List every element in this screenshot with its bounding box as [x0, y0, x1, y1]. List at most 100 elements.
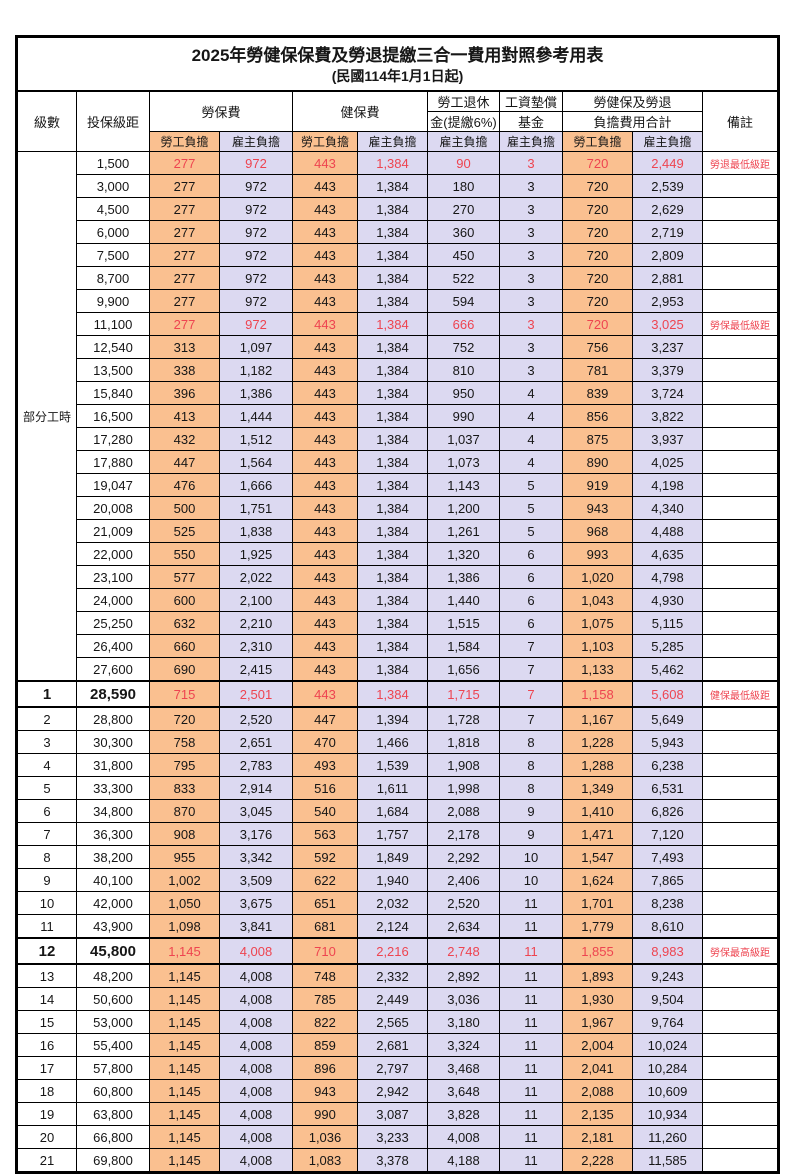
bracket-cell: 15,840 — [76, 381, 150, 405]
pension-employer-cell: 1,037 — [427, 427, 500, 451]
remark-cell — [702, 1148, 779, 1173]
total-employee-cell: 2,135 — [562, 1102, 633, 1126]
total-employer-cell: 5,649 — [632, 706, 703, 731]
total-employer-cell: 10,284 — [632, 1056, 703, 1080]
remark-cell — [702, 519, 779, 543]
health-insurance-employee-cell: 443 — [292, 312, 358, 336]
labor-insurance-employer-cell: 3,045 — [219, 799, 293, 823]
labor-insurance-employee-cell: 1,145 — [149, 937, 220, 965]
total-employer-cell: 6,826 — [632, 799, 703, 823]
total-employer-cell: 2,539 — [632, 174, 703, 198]
remark-cell — [702, 381, 779, 405]
wage-fund-employer-cell: 6 — [499, 565, 563, 589]
labor-insurance-employee-cell: 1,002 — [149, 868, 220, 892]
labor-insurance-employer-cell: 972 — [219, 243, 293, 267]
pension-employer-cell: 1,728 — [427, 706, 500, 731]
table-row: 17 57,800 1,145 4,008 896 2,797 3,468 11 2,041 10… — [16, 1056, 779, 1080]
total-employer-cell: 3,379 — [632, 358, 703, 382]
table-row: 16,500 413 1,444 443 1,384 990 4 856 3,822 — [17, 404, 779, 428]
remark-cell — [702, 799, 779, 823]
table-row: 16 55,400 1,145 4,008 859 2,681 3,324 11 2,004 10… — [16, 1033, 779, 1057]
table-row: 9 40,100 1,002 3,509 622 1,940 2,406 10 1,624 7,8… — [16, 868, 779, 892]
bracket-cell: 21,009 — [76, 519, 150, 543]
health-insurance-employee-cell: 443 — [292, 174, 358, 198]
health-insurance-employer-cell: 2,216 — [357, 937, 428, 965]
remark-cell: 健保最低級距 — [702, 680, 779, 708]
total-employer-cell: 6,238 — [632, 753, 703, 777]
wage-fund-employer-cell: 3 — [499, 174, 563, 198]
wage-fund-employer-cell: 9 — [499, 822, 563, 846]
col-header-bracket: 投保級距 — [76, 90, 150, 152]
bracket-cell: 12,540 — [76, 335, 150, 359]
total-employee-cell: 839 — [562, 381, 633, 405]
pension-employer-cell: 1,200 — [427, 496, 500, 520]
remark-cell — [702, 963, 779, 988]
subheader-hi-employee: 勞工負擔 — [292, 131, 358, 152]
bracket-cell: 16,500 — [76, 404, 150, 428]
pension-employer-cell: 2,178 — [427, 822, 500, 846]
bracket-cell: 53,000 — [76, 1010, 150, 1034]
level-cell: 16 — [16, 1033, 77, 1057]
total-employer-cell: 7,120 — [632, 822, 703, 846]
health-insurance-employee-cell: 443 — [292, 680, 358, 708]
bracket-cell: 17,280 — [76, 427, 150, 451]
labor-insurance-employer-cell: 4,008 — [219, 1148, 293, 1173]
total-employer-cell: 5,943 — [632, 730, 703, 754]
table-body: 部分工時 1,500 277 972 443 1,384 90 3 720 2,449 勞退最低級距… — [16, 151, 779, 1173]
health-insurance-employer-cell: 1,384 — [357, 220, 428, 244]
bracket-cell: 8,700 — [76, 266, 150, 290]
table-row: 24,000 600 2,100 443 1,384 1,440 6 1,043 4,930 — [17, 588, 779, 612]
labor-insurance-employer-cell: 4,008 — [219, 1010, 293, 1034]
pension-employer-cell: 3,468 — [427, 1056, 500, 1080]
labor-insurance-employer-cell: 1,751 — [219, 496, 293, 520]
health-insurance-employee-cell: 443 — [292, 358, 358, 382]
bracket-cell: 7,500 — [76, 243, 150, 267]
bracket-cell: 6,000 — [76, 220, 150, 244]
total-employer-cell: 5,462 — [632, 657, 703, 682]
table-row: 20,008 500 1,751 443 1,384 1,200 5 943 4,340 — [17, 496, 779, 520]
pension-employer-cell: 1,715 — [427, 680, 500, 708]
labor-insurance-employee-cell: 795 — [149, 753, 220, 777]
health-insurance-employer-cell: 1,384 — [357, 565, 428, 589]
subheader-fund-employer: 雇主負擔 — [499, 131, 563, 152]
labor-insurance-employer-cell: 4,008 — [219, 987, 293, 1011]
col-header-wage-fund-line1: 工資墊償 — [499, 90, 563, 112]
labor-insurance-employee-cell: 1,145 — [149, 1010, 220, 1034]
labor-insurance-employee-cell: 833 — [149, 776, 220, 800]
total-employee-cell: 890 — [562, 450, 633, 474]
table-row: 1 28,590 715 2,501 443 1,384 1,715 7 1,158 5,608 健… — [16, 680, 779, 708]
wage-fund-employer-cell: 11 — [499, 1033, 563, 1057]
labor-insurance-employer-cell: 4,008 — [219, 1079, 293, 1103]
labor-insurance-employee-cell: 1,145 — [149, 987, 220, 1011]
total-employee-cell: 720 — [562, 220, 633, 244]
col-header-level: 級數 — [16, 90, 77, 152]
pension-employer-cell: 1,584 — [427, 634, 500, 658]
total-employer-cell: 2,719 — [632, 220, 703, 244]
labor-insurance-employer-cell: 2,210 — [219, 611, 293, 635]
labor-insurance-employee-cell: 1,145 — [149, 1079, 220, 1103]
total-employee-cell: 1,158 — [562, 680, 633, 708]
pension-employer-cell: 1,143 — [427, 473, 500, 497]
labor-insurance-employee-cell: 690 — [149, 657, 220, 682]
total-employee-cell: 1,410 — [562, 799, 633, 823]
total-employer-cell: 9,764 — [632, 1010, 703, 1034]
total-employer-cell: 4,488 — [632, 519, 703, 543]
labor-insurance-employee-cell: 955 — [149, 845, 220, 869]
labor-insurance-employee-cell: 660 — [149, 634, 220, 658]
bracket-cell: 48,200 — [76, 963, 150, 988]
pension-employer-cell: 2,520 — [427, 891, 500, 915]
level-cell: 15 — [16, 1010, 77, 1034]
level-cell: 21 — [16, 1148, 77, 1173]
table-row: 17,880 447 1,564 443 1,384 1,073 4 890 4,025 — [17, 450, 779, 474]
bracket-cell: 34,800 — [76, 799, 150, 823]
health-insurance-employer-cell: 2,032 — [357, 891, 428, 915]
pension-employer-cell: 1,073 — [427, 450, 500, 474]
table-row: 17,280 432 1,512 443 1,384 1,037 4 875 3,937 — [17, 427, 779, 451]
pension-employer-cell: 2,892 — [427, 963, 500, 988]
health-insurance-employer-cell: 1,940 — [357, 868, 428, 892]
wage-fund-employer-cell: 3 — [499, 266, 563, 290]
level-cell: 2 — [16, 706, 77, 731]
total-employer-cell: 4,198 — [632, 473, 703, 497]
health-insurance-employee-cell: 563 — [292, 822, 358, 846]
bracket-cell: 19,047 — [76, 473, 150, 497]
